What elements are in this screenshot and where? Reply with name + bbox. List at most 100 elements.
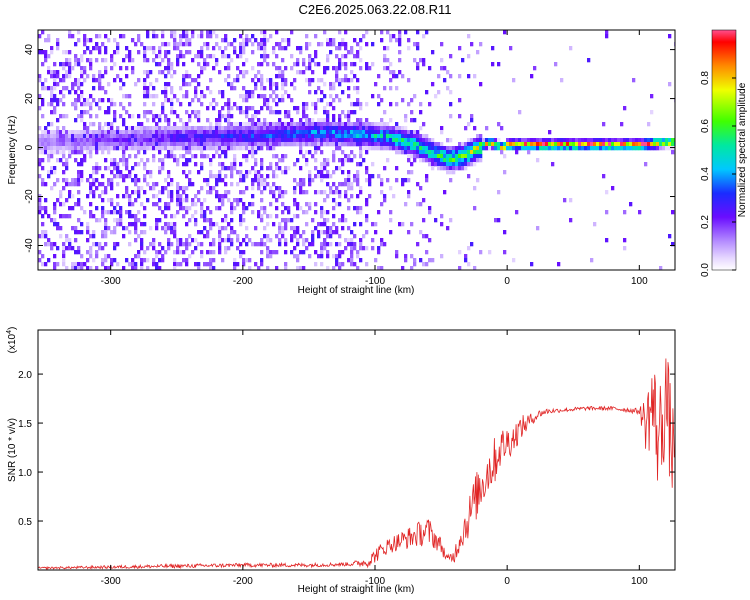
spectrogram-cell <box>185 70 189 75</box>
spectrogram-cell <box>209 146 213 151</box>
spectrogram-cell <box>380 130 384 135</box>
spectrogram-cell <box>125 142 129 147</box>
spectrogram-cell <box>260 86 264 91</box>
spectrogram-cell <box>338 202 342 207</box>
spectrogram-cell <box>77 86 81 91</box>
spectrogram-cell <box>326 194 330 199</box>
spectrogram-cell <box>584 138 588 143</box>
spectrogram-cell <box>125 174 129 179</box>
spectrogram-cell <box>371 238 375 243</box>
spectrogram-cell <box>80 102 84 107</box>
spectrogram-cell <box>311 78 315 83</box>
spectrogram-cell <box>281 138 285 143</box>
spectrogram-cell <box>287 110 291 115</box>
spectrogram-cell <box>359 118 363 123</box>
spectrogram-cell <box>146 86 150 91</box>
spectrogram-cell <box>383 146 387 151</box>
spectrogram-cell <box>179 50 183 55</box>
spectrogram-cell <box>347 142 351 147</box>
spectrogram-cell <box>293 178 297 183</box>
spectrogram-cell <box>305 102 309 107</box>
spectrogram-cell <box>212 258 216 263</box>
spectrogram-cell <box>278 142 282 147</box>
spectrogram-cell <box>149 138 153 143</box>
spectrogram-cell <box>284 90 288 95</box>
spectrogram-cell <box>629 202 633 207</box>
spectrogram-cell <box>245 114 249 119</box>
spectrogram-cell <box>176 54 180 59</box>
spectrogram-cell <box>164 186 168 191</box>
spectrogram-cell <box>209 190 213 195</box>
spectrogram-cell <box>344 42 348 47</box>
spectrogram-cell <box>419 102 423 107</box>
spectrogram-cell <box>116 170 120 175</box>
spectrogram-cell <box>233 198 237 203</box>
spectrogram-cell <box>470 118 474 123</box>
spectrogram-cell <box>359 126 363 131</box>
spectrogram-cell <box>269 110 273 115</box>
spectrogram-cell <box>389 102 393 107</box>
spectrogram-cell <box>455 166 459 171</box>
spectrogram-cell <box>251 210 255 215</box>
spectrogram-cell <box>170 102 174 107</box>
spectrogram-cell <box>302 58 306 63</box>
spectrogram-cell <box>338 234 342 239</box>
spectrogram-cell <box>176 186 180 191</box>
spectrogram-cell <box>128 134 132 139</box>
spectrogram-cell <box>449 90 453 95</box>
spectrogram-cell <box>305 34 309 39</box>
spectrogram-cell <box>203 138 207 143</box>
spectrogram-cell <box>233 166 237 171</box>
spectrogram-cell <box>434 142 438 147</box>
spectrogram-cell <box>413 154 417 159</box>
spectrogram-cell <box>206 126 210 131</box>
spectrogram-cell <box>329 230 333 235</box>
spectrogram-cell <box>224 114 228 119</box>
spectrogram-cell <box>503 146 507 151</box>
spectrogram-cell <box>68 74 72 79</box>
spectrogram-cell <box>377 94 381 99</box>
spectrogram-cell <box>230 138 234 143</box>
spectrogram-cell <box>281 122 285 127</box>
spectrogram-cell <box>326 218 330 223</box>
spectrogram-cell <box>416 150 420 155</box>
spectrogram-cell <box>524 146 528 151</box>
spectrogram-cell <box>89 50 93 55</box>
spectrogram-cell <box>74 150 78 155</box>
spectrogram-cell <box>170 190 174 195</box>
spectrogram-cell <box>188 158 192 163</box>
spectrogram-cell <box>107 266 111 270</box>
spectrogram-cell <box>368 182 372 187</box>
spectrogram-cell <box>302 122 306 127</box>
spectrogram-cell <box>176 130 180 135</box>
spectrogram-cell <box>113 118 117 123</box>
spectrogram-cell <box>53 98 57 103</box>
spectrogram-cell <box>167 122 171 127</box>
spectrogram-cell <box>125 162 129 167</box>
spectrogram-cell <box>74 158 78 163</box>
spectrogram-cell <box>527 138 531 143</box>
spectrogram-cell <box>458 154 462 159</box>
spectrogram-cell <box>134 198 138 203</box>
spectrogram-cell <box>170 146 174 151</box>
spectrogram-cell <box>122 194 126 199</box>
spectrogram-cell <box>356 54 360 59</box>
spectrogram-cell <box>164 146 168 151</box>
spectrogram-cell <box>338 78 342 83</box>
spectrogram-cell <box>602 174 606 179</box>
spectrogram-cell <box>188 118 192 123</box>
spectrogram-cell <box>188 150 192 155</box>
spectrogram-cell <box>326 158 330 163</box>
spectrogram-cell <box>191 154 195 159</box>
spectrogram-cell <box>383 134 387 139</box>
spectrogram-cell <box>224 78 228 83</box>
spectrogram-cell <box>209 130 213 135</box>
spectrogram-cell <box>173 222 177 227</box>
spectrogram-cells <box>38 30 675 270</box>
spectrogram-cell <box>179 186 183 191</box>
spectrogram-cell <box>293 138 297 143</box>
spectrogram-cell <box>110 158 114 163</box>
spectrogram-cell <box>278 118 282 123</box>
spectrogram-cell <box>227 234 231 239</box>
spectrogram-cell <box>350 182 354 187</box>
